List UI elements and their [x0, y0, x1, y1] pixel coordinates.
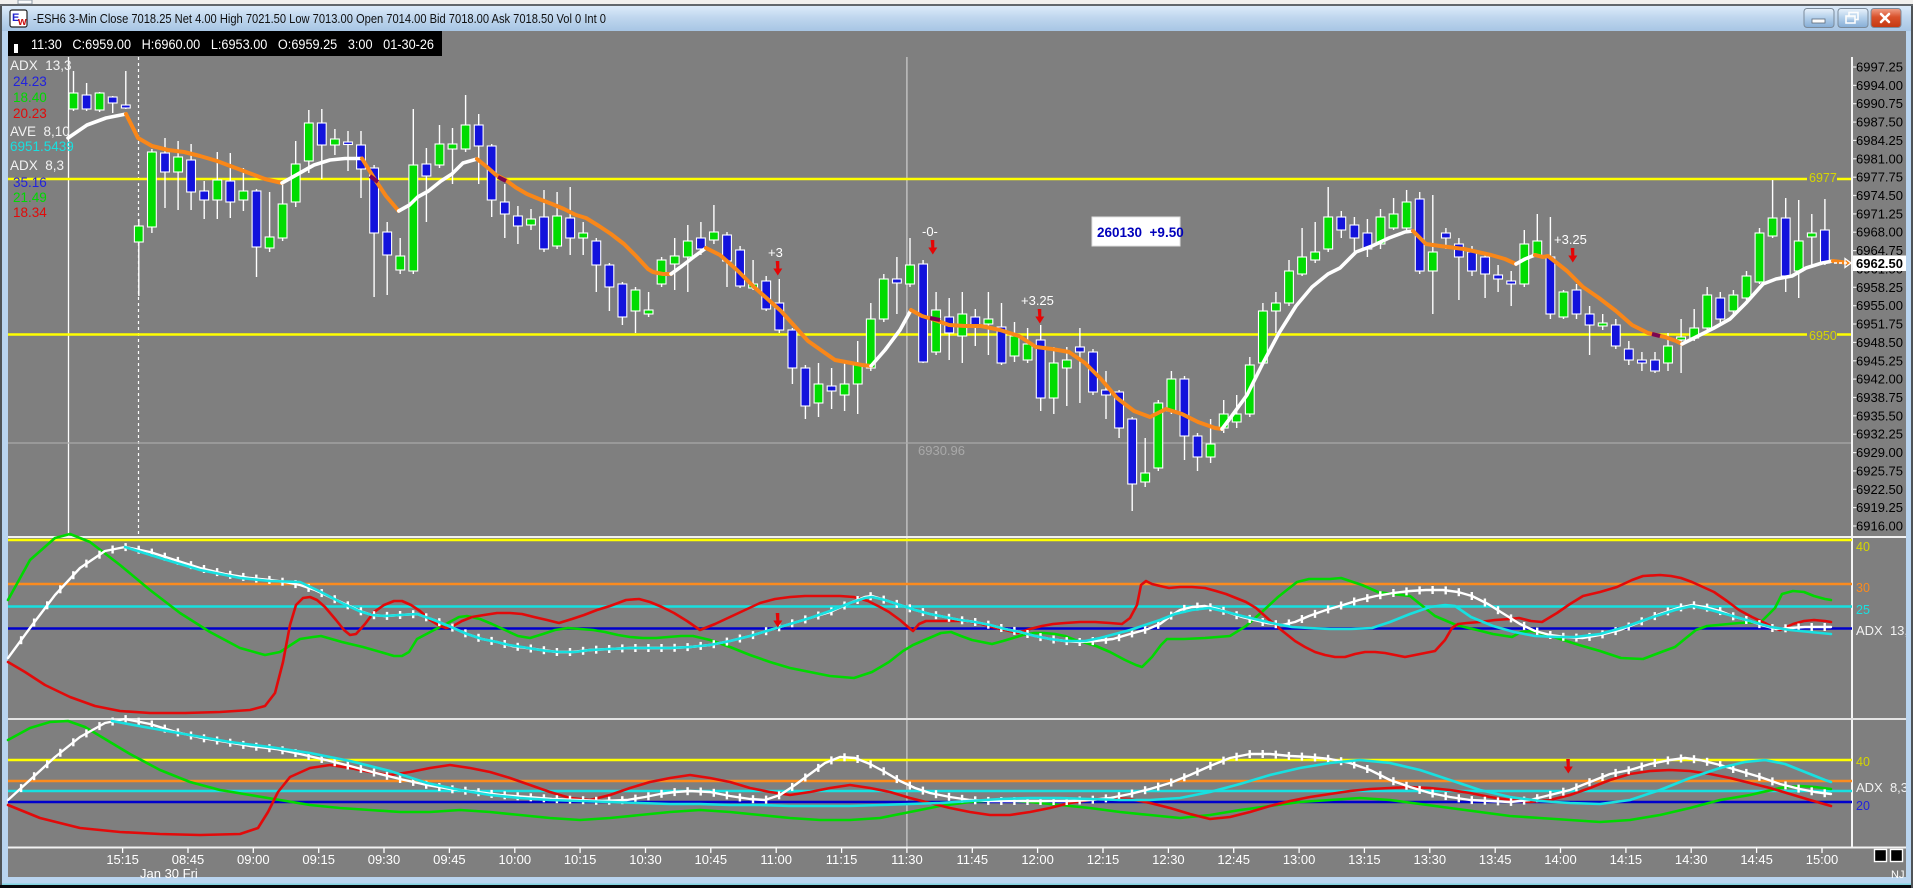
svg-text:12:15: 12:15: [1087, 852, 1120, 867]
svg-text:09:00: 09:00: [237, 852, 270, 867]
svg-text:6922.50: 6922.50: [1856, 482, 1903, 497]
svg-text:-ESH6 3-Min Close 7018.25 Net: -ESH6 3-Min Close 7018.25 Net 4.00 High …: [33, 12, 606, 26]
svg-text:+3.25: +3.25: [1554, 232, 1587, 247]
svg-text:18.34: 18.34: [13, 205, 47, 220]
svg-text:6930.96: 6930.96: [918, 443, 965, 458]
svg-text:6958.25: 6958.25: [1856, 280, 1903, 295]
svg-text:6955.00: 6955.00: [1856, 298, 1903, 313]
svg-text:6968.00: 6968.00: [1856, 225, 1903, 240]
svg-text:10:15: 10:15: [564, 852, 597, 867]
svg-text:15:00: 15:00: [1806, 852, 1839, 867]
svg-text:6951.75: 6951.75: [1856, 317, 1903, 332]
svg-text:w: w: [17, 16, 27, 28]
svg-text:10:30: 10:30: [629, 852, 662, 867]
svg-text:6987.50: 6987.50: [1856, 115, 1903, 130]
svg-text:30: 30: [1856, 581, 1870, 595]
svg-text:6950: 6950: [1809, 329, 1837, 343]
svg-text:6964.75: 6964.75: [1856, 243, 1903, 258]
svg-text:14:15: 14:15: [1610, 852, 1643, 867]
svg-text:6951.5439: 6951.5439: [10, 139, 74, 154]
svg-text:ADX 13,3: ADX 13,3: [10, 58, 72, 73]
svg-text:6919.25: 6919.25: [1856, 500, 1903, 515]
svg-text:ADX 8,3: ADX 8,3: [10, 158, 64, 173]
svg-text:14:30: 14:30: [1675, 852, 1708, 867]
svg-text:6977: 6977: [1809, 171, 1837, 185]
svg-text:6984.25: 6984.25: [1856, 133, 1903, 148]
svg-text:6945.25: 6945.25: [1856, 353, 1903, 368]
svg-text:09:15: 09:15: [302, 852, 335, 867]
svg-text:09:45: 09:45: [433, 852, 466, 867]
svg-text:NJ: NJ: [1891, 869, 1904, 881]
svg-text:6932.25: 6932.25: [1856, 427, 1903, 442]
svg-text:E: E: [12, 12, 19, 24]
svg-text:ADX 8,3: ADX 8,3: [1856, 780, 1908, 795]
svg-text:14:00: 14:00: [1544, 852, 1577, 867]
svg-text:11:15: 11:15: [826, 852, 858, 867]
svg-text:6971.25: 6971.25: [1856, 206, 1903, 221]
svg-text:13:45: 13:45: [1479, 852, 1512, 867]
svg-text:21.49: 21.49: [13, 190, 47, 205]
svg-text:12:45: 12:45: [1217, 852, 1250, 867]
svg-text:6925.75: 6925.75: [1856, 463, 1903, 478]
svg-text:260130 +9.50: 260130 +9.50: [1097, 225, 1184, 240]
svg-text:20.23: 20.23: [13, 106, 47, 121]
svg-text:6977.75: 6977.75: [1856, 170, 1903, 185]
svg-text:6942.00: 6942.00: [1856, 372, 1903, 387]
svg-text:13:30: 13:30: [1414, 852, 1447, 867]
svg-text:Jan 30 Fri: Jan 30 Fri: [140, 866, 198, 881]
svg-text:ADX 13,: ADX 13,: [1856, 623, 1908, 638]
svg-text:08:45: 08:45: [172, 852, 205, 867]
svg-text:18.40: 18.40: [13, 90, 47, 105]
svg-text:11:45: 11:45: [957, 852, 989, 867]
svg-text:6929.00: 6929.00: [1856, 445, 1903, 460]
svg-text:20: 20: [1856, 799, 1870, 813]
svg-text:40: 40: [1856, 540, 1870, 554]
svg-text:35.16: 35.16: [13, 175, 47, 190]
svg-text:+3: +3: [768, 245, 783, 260]
svg-text:6997.25: 6997.25: [1856, 60, 1903, 75]
svg-text:+3.25: +3.25: [1021, 293, 1054, 308]
svg-text:10:00: 10:00: [499, 852, 532, 867]
svg-text:6981.00: 6981.00: [1856, 151, 1903, 166]
svg-text:6948.50: 6948.50: [1856, 335, 1903, 350]
svg-text:6994.00: 6994.00: [1856, 78, 1903, 93]
svg-text:6935.50: 6935.50: [1856, 408, 1903, 423]
svg-text:AVE 8,10: AVE 8,10: [10, 124, 70, 139]
svg-text:12:30: 12:30: [1152, 852, 1185, 867]
svg-text:11:30 C:6959.00 H:6960.00: 11:30 C:6959.00 H:6960.00 L:6953.00 O:69…: [31, 37, 434, 52]
svg-text:6938.75: 6938.75: [1856, 390, 1903, 405]
svg-text:10:45: 10:45: [695, 852, 728, 867]
svg-text:13:00: 13:00: [1283, 852, 1316, 867]
svg-text:-0-: -0-: [922, 224, 938, 239]
svg-text:25: 25: [1856, 603, 1870, 617]
svg-text:13:15: 13:15: [1348, 852, 1381, 867]
svg-text:6974.50: 6974.50: [1856, 188, 1903, 203]
svg-text:40: 40: [1856, 755, 1870, 769]
svg-text:6962.50: 6962.50: [1856, 256, 1903, 271]
svg-text:11:30: 11:30: [891, 852, 923, 867]
svg-text:14:45: 14:45: [1740, 852, 1773, 867]
svg-text:24.23: 24.23: [13, 74, 47, 89]
svg-text:15:15: 15:15: [106, 852, 139, 867]
svg-text:11:00: 11:00: [760, 852, 792, 867]
svg-text:12:00: 12:00: [1021, 852, 1054, 867]
svg-text:6990.75: 6990.75: [1856, 96, 1903, 111]
svg-text:6916.00: 6916.00: [1856, 519, 1903, 534]
svg-text:09:30: 09:30: [368, 852, 401, 867]
